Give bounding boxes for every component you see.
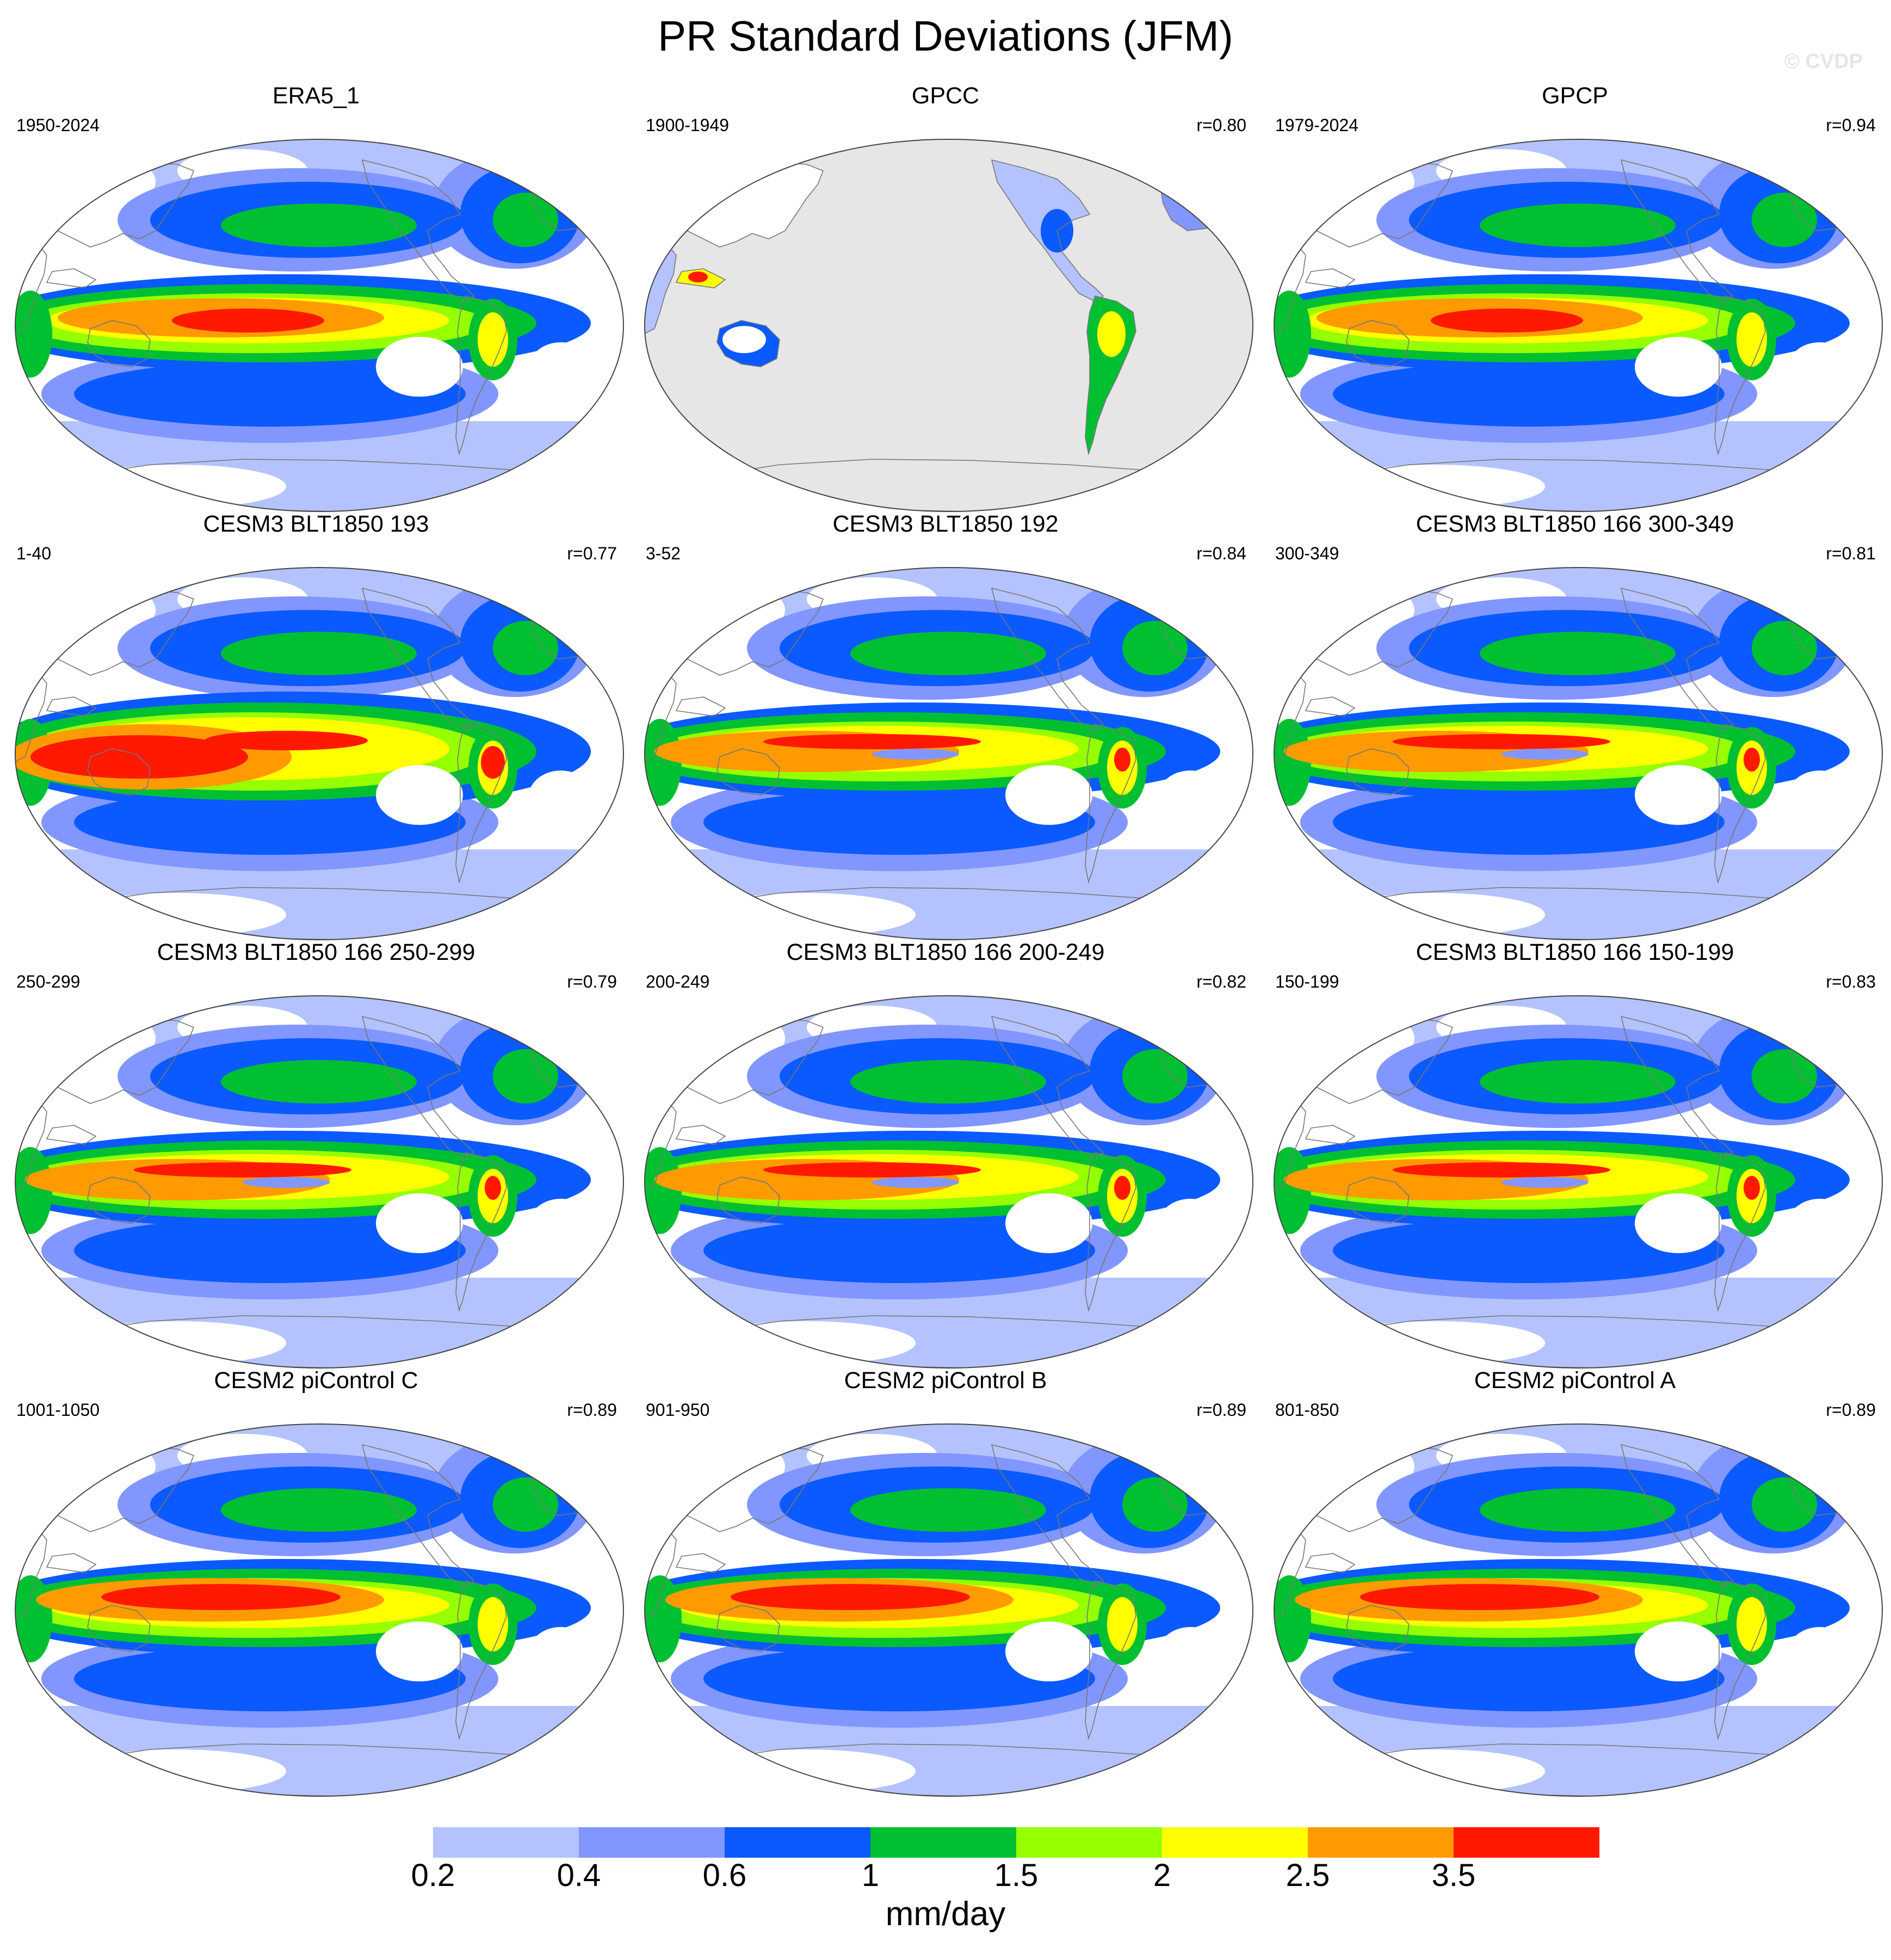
colorbar-tick-label: 3.5 [1431,1858,1476,1893]
colorbar-box [870,1827,1016,1858]
robinson-map [644,995,1254,1372]
map-panel: CESM3 BLT1850 166 250-299 250-299 r=0.79 [8,938,625,1369]
colorbar-tick-label: 0.2 [411,1858,455,1893]
panel-years: 1950-2024 [16,115,100,135]
panel-title: GPCP [1542,83,1608,109]
panel-years: 3-52 [646,544,681,563]
map-panel: ERA5_1 1950-2024 [8,82,625,512]
colorbar-tick-label: 0.4 [557,1858,601,1893]
map-panel: CESM2 piControl B 901-950 r=0.89 [637,1366,1254,1797]
panel-title: CESM3 BLT1850 166 150-199 [1416,939,1734,965]
robinson-map [14,995,625,1372]
colorbar-box [1308,1827,1454,1858]
robinson-map [14,1423,625,1800]
robinson-map [14,138,625,515]
colorbar [287,1827,1599,1858]
colorbar-box [1016,1827,1162,1858]
robinson-map [1273,566,1883,944]
panel-title: CESM3 BLT1850 192 [832,511,1059,537]
panel-title: CESM3 BLT1850 166 200-249 [786,939,1105,965]
panel-pattern-correlation: r=0.79 [567,972,617,991]
panel-title: CESM2 piControl C [214,1367,418,1394]
colorbar-box [433,1827,579,1858]
robinson-map [644,1423,1254,1800]
panel-pattern-correlation: r=0.83 [1826,972,1876,991]
robinson-map [644,138,1254,515]
panel-years: 1-40 [16,544,52,563]
panel-title: CESM2 piControl A [1474,1367,1676,1394]
colorbar-tick-label: 2.5 [1286,1858,1330,1893]
panel-title: CESM2 piControl B [844,1367,1047,1394]
colorbar-box [287,1827,433,1858]
map-panel: CESM3 BLT1850 192 3-52 r=0.84 [637,510,1254,940]
map-panel: CESM2 piControl A 801-850 r=0.89 [1266,1366,1883,1797]
colorbar-tick-label: 2 [1153,1858,1171,1893]
panel-title: CESM3 BLT1850 193 [203,511,429,537]
panel-pattern-correlation: r=0.89 [1196,1400,1246,1420]
colorbar-box [1162,1827,1308,1858]
panel-years: 1979-2024 [1275,115,1359,135]
panel-title: GPCC [911,83,980,109]
panel-years: 200-249 [646,972,710,991]
panel-pattern-correlation: r=0.81 [1826,544,1876,563]
colorbar-tick-label: 1 [861,1858,880,1893]
panel-title: CESM3 BLT1850 166 250-299 [157,939,475,965]
colorbar-box [725,1827,870,1858]
map-panel: CESM3 BLT1850 166 300-349 300-349 r=0.81 [1266,510,1883,940]
panel-years: 150-199 [1275,972,1339,991]
panel-pattern-correlation: r=0.80 [1196,115,1246,135]
panel-title: CESM3 BLT1850 166 300-349 [1416,511,1734,537]
panel-pattern-correlation: r=0.89 [1826,1400,1876,1420]
map-panel: GPCC 1900-1949 r=0.80 [637,82,1254,512]
panel-pattern-correlation: r=0.77 [567,544,617,563]
colorbar-box [579,1827,725,1858]
watermark: © CVDP [1784,50,1863,73]
page-title: PR Standard Deviations (JFM) [658,12,1233,60]
panel-years: 1900-1949 [646,115,730,135]
panel-years: 250-299 [16,972,81,991]
map-panel: CESM3 BLT1850 193 1-40 r=0.77 [8,510,625,940]
robinson-map [14,566,625,944]
map-panel: CESM2 piControl C 1001-1050 r=0.89 [8,1366,625,1797]
panel-pattern-correlation: r=0.82 [1196,972,1246,991]
robinson-map [1273,995,1883,1372]
robinson-map [1273,1423,1883,1800]
panel-pattern-correlation: r=0.94 [1826,115,1876,135]
robinson-map [1273,138,1883,515]
panel-pattern-correlation: r=0.89 [567,1400,617,1420]
colorbar-box [1454,1827,1599,1858]
robinson-map [644,566,1254,944]
colorbar-tick-label: 0.6 [702,1858,747,1893]
panel-years: 1001-1050 [16,1400,100,1420]
panel-years: 901-950 [646,1400,710,1420]
panel-years: 300-349 [1275,544,1339,563]
map-panel: GPCP 1979-2024 r=0.94 [1266,82,1883,512]
map-panel: CESM3 BLT1850 166 150-199 150-199 r=0.83 [1266,938,1883,1369]
colorbar-tick-label: 1.5 [994,1858,1039,1893]
panel-years: 801-850 [1275,1400,1339,1420]
colorbar-units: mm/day [885,1895,1006,1933]
panel-title: ERA5_1 [272,83,360,109]
map-panel: CESM3 BLT1850 166 200-249 200-249 r=0.82 [637,938,1254,1369]
panel-pattern-correlation: r=0.84 [1196,544,1246,563]
